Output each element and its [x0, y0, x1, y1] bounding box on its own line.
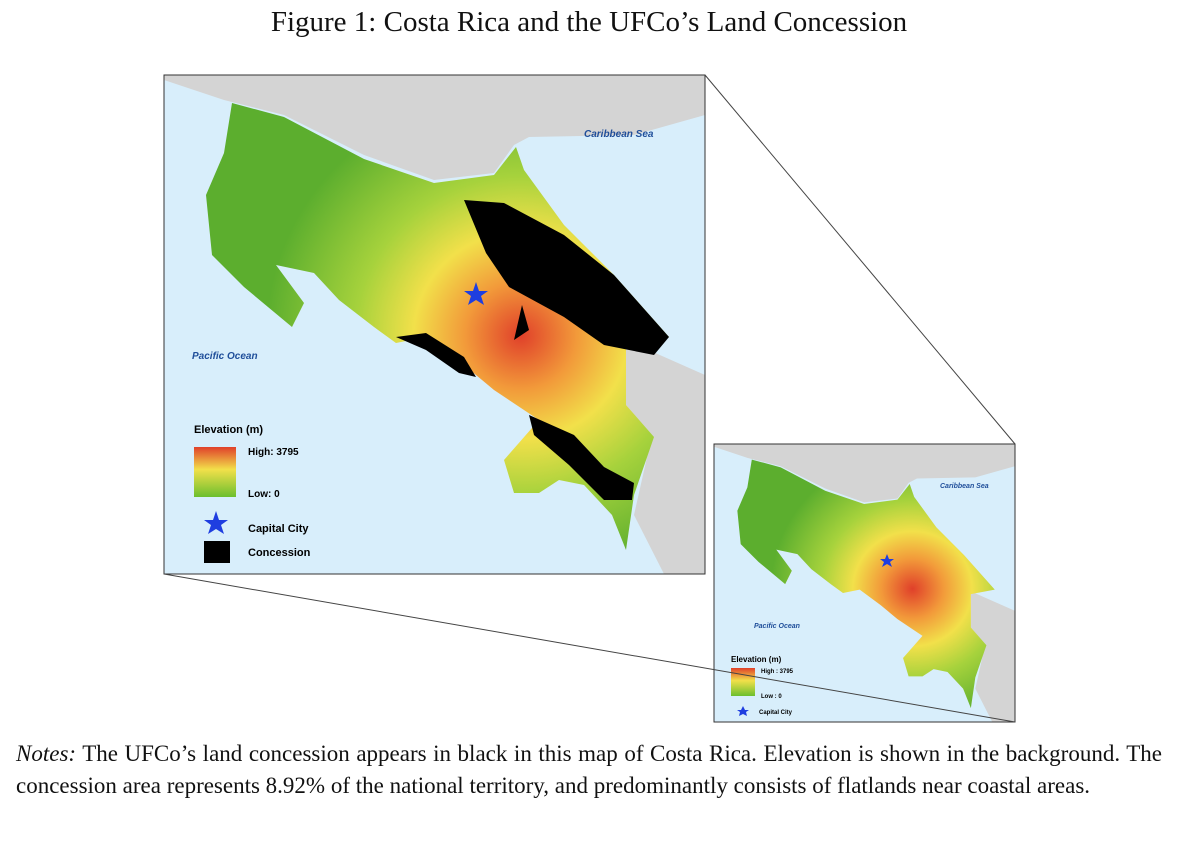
ocean-label: Pacific Ocean — [754, 623, 800, 630]
legend-capital: Capital City — [248, 523, 309, 535]
main-map: Caribbean Sea Pacific Ocean Elevation (m… — [163, 74, 706, 575]
legend-gradient — [194, 447, 236, 497]
sea-label: Caribbean Sea — [940, 483, 989, 490]
legend-low: Low: 0 — [248, 489, 280, 500]
legend-title: Elevation (m) — [194, 424, 263, 436]
ocean-label: Pacific Ocean — [192, 351, 258, 362]
legend-high: High : 3795 — [761, 669, 794, 675]
legend-concession-swatch — [204, 541, 230, 563]
legend-high: High: 3795 — [248, 447, 299, 458]
legend-gradient — [731, 668, 755, 696]
legend-capital: Capital City — [759, 710, 793, 716]
connector-line — [704, 74, 1016, 445]
notes-label: Notes: — [16, 741, 77, 766]
legend-star — [204, 511, 228, 534]
legend-concession: Concession — [248, 547, 311, 559]
legend-star — [737, 706, 749, 716]
concession-area — [396, 333, 476, 377]
sea-label: Caribbean Sea — [584, 129, 654, 140]
figure-title: Figure 1: Costa Rica and the UFCo’s Land… — [270, 6, 908, 38]
capital-star — [464, 282, 488, 305]
legend-title: Elevation (m) — [731, 655, 782, 664]
concession-area — [464, 200, 669, 355]
legend-low: Low : 0 — [761, 694, 782, 700]
figure: Caribbean Sea Pacific Ocean Elevation (m… — [163, 74, 1016, 723]
connector-line — [163, 573, 1016, 723]
concession-area — [529, 415, 634, 500]
figure-notes: Notes: The UFCo’s land concession appear… — [16, 738, 1162, 802]
notes-text: The UFCo’s land concession appears in bl… — [16, 741, 1162, 798]
capital-star — [880, 554, 894, 567]
concession-area — [514, 305, 529, 340]
inset-map: Caribbean Sea Pacific Ocean Elevation (m… — [713, 443, 1016, 723]
